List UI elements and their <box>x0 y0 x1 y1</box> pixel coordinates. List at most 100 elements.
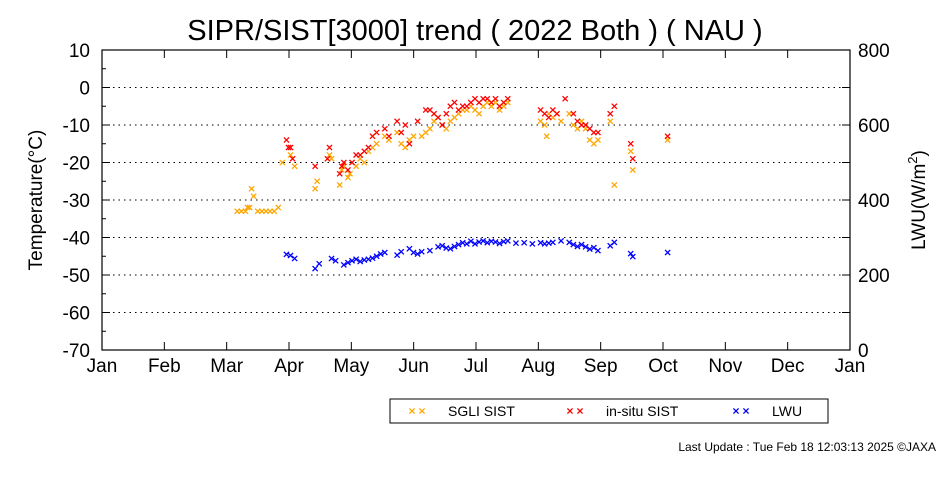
series-lwu <box>283 237 671 272</box>
marker-stroke <box>287 151 294 159</box>
marker-stroke <box>369 255 376 262</box>
data-point <box>289 155 296 162</box>
marker-stroke <box>629 166 636 174</box>
data-point <box>529 240 536 247</box>
data-point <box>664 249 671 256</box>
data-point <box>332 257 339 264</box>
data-point <box>467 238 474 245</box>
marker-stroke <box>414 118 421 125</box>
marker-stroke <box>627 250 634 257</box>
data-point <box>426 247 433 254</box>
data-point <box>385 133 392 140</box>
data-point <box>291 255 298 262</box>
legend-marker <box>566 407 574 415</box>
marker-stroke <box>283 136 290 144</box>
data-point <box>328 255 335 262</box>
marker-stroke <box>451 99 458 106</box>
y-tick-label: -20 <box>63 154 90 175</box>
data-point <box>312 265 319 272</box>
data-point <box>248 185 255 192</box>
data-point <box>314 178 321 185</box>
marker-stroke <box>377 250 384 258</box>
data-point <box>316 260 323 267</box>
data-point <box>361 159 368 166</box>
marker-stroke <box>361 256 368 264</box>
marker-stroke <box>248 185 255 192</box>
marker-stroke <box>566 407 574 415</box>
data-point <box>312 185 319 192</box>
marker-stroke <box>316 260 323 267</box>
data-point <box>557 118 565 125</box>
marker-stroke <box>312 185 319 192</box>
y-tick-label: -40 <box>63 229 90 250</box>
marker-stroke <box>471 240 479 247</box>
marker-stroke <box>443 125 450 132</box>
data-point <box>664 133 671 140</box>
marker-stroke <box>566 239 573 246</box>
data-point <box>629 253 636 260</box>
marker-stroke <box>570 110 577 117</box>
marker-stroke <box>275 204 282 211</box>
marker-stroke <box>557 237 565 244</box>
data-point <box>244 204 251 211</box>
marker-stroke <box>439 121 446 129</box>
marker-stroke <box>586 136 593 144</box>
data-point <box>570 241 577 248</box>
marker-stroke <box>500 238 507 245</box>
marker-stroke <box>570 241 577 248</box>
data-point <box>607 110 614 117</box>
marker-stroke <box>586 246 593 253</box>
marker-stroke <box>574 243 581 250</box>
data-point <box>246 204 253 211</box>
data-point <box>287 144 294 151</box>
marker-stroke <box>406 245 413 252</box>
marker-stroke <box>435 243 442 250</box>
data-point <box>279 159 286 166</box>
marker-stroke <box>418 248 425 255</box>
data-point <box>373 140 380 147</box>
marker-stroke <box>443 110 450 117</box>
y-tick-label: 10 <box>69 41 90 62</box>
marker-stroke <box>537 106 544 114</box>
data-point <box>574 243 581 250</box>
y2-axis-label-superscript: 2 <box>905 156 920 163</box>
data-point <box>562 95 569 102</box>
marker-stroke <box>627 148 634 155</box>
x-tick-label: Dec <box>771 356 805 377</box>
data-point <box>492 238 499 246</box>
marker-stroke <box>336 170 343 177</box>
x-tick-label: Feb <box>148 356 181 377</box>
data-point <box>447 245 454 252</box>
data-point <box>414 118 421 125</box>
y2-tick-label: 400 <box>858 191 890 212</box>
marker-stroke <box>574 118 581 125</box>
marker-stroke <box>562 95 569 102</box>
marker-stroke <box>426 106 433 114</box>
marker-stroke <box>541 121 548 129</box>
y-tick-label: -70 <box>63 341 90 362</box>
marker-stroke <box>287 144 294 151</box>
marker-stroke <box>594 136 601 144</box>
data-point <box>439 121 446 129</box>
marker-stroke <box>250 193 257 200</box>
marker-stroke <box>283 251 290 258</box>
marker-stroke <box>336 181 343 189</box>
data-point <box>586 246 593 253</box>
data-point <box>357 258 364 265</box>
data-point <box>543 133 550 140</box>
data-point <box>283 251 290 258</box>
data-point <box>326 144 333 151</box>
marker-stroke <box>365 256 372 263</box>
data-point <box>582 243 589 250</box>
x-tick-label: Jul <box>464 356 488 377</box>
marker-stroke <box>398 248 405 255</box>
legend-marker <box>418 407 426 415</box>
marker-stroke <box>496 240 503 247</box>
data-point <box>340 159 347 166</box>
marker-stroke <box>430 110 438 117</box>
marker-stroke <box>545 240 552 247</box>
data-point <box>537 239 544 246</box>
series-in-situ-sist <box>283 95 671 177</box>
data-point <box>566 239 573 246</box>
data-point <box>394 118 401 125</box>
